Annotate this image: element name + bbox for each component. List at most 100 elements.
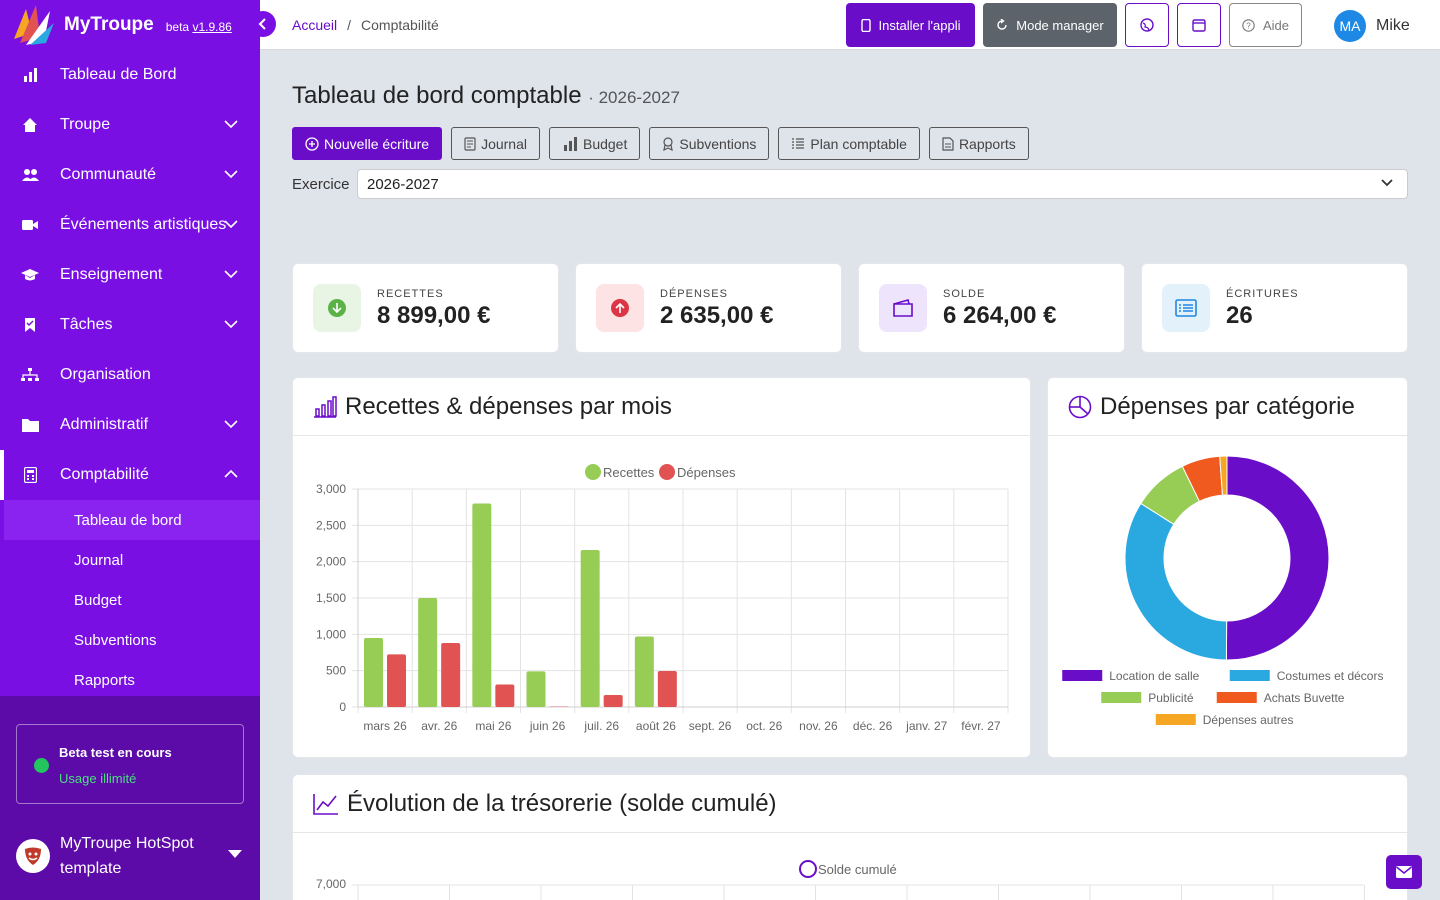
- x-tick-label: août 26: [636, 719, 676, 733]
- sidebar-item-7[interactable]: Administratif: [0, 400, 260, 450]
- app-version[interactable]: beta v1.9.86: [165, 20, 232, 34]
- kpi-label: SOLDE: [943, 288, 986, 300]
- breadcrumb-current: Comptabilité: [361, 17, 439, 33]
- install-app-button[interactable]: Installer l'appli: [846, 3, 975, 47]
- calendar-button[interactable]: [1177, 3, 1221, 47]
- sidebar-subitem-1[interactable]: Journal: [74, 551, 124, 569]
- sidebar-item-2[interactable]: Communauté: [0, 150, 260, 200]
- pie-legend-label-1: Costumes et décors: [1277, 669, 1384, 683]
- beta-subtitle: Usage illimité: [59, 771, 137, 786]
- pie-slice-1: [1124, 502, 1228, 661]
- y-tick-label: 500: [326, 664, 346, 678]
- legend-swatch-solde: [799, 860, 817, 878]
- sidebar-item-4[interactable]: Enseignement: [0, 250, 260, 300]
- kpi-label: RECETTES: [377, 288, 444, 300]
- award-icon: [662, 136, 679, 151]
- legend-label-1: Dépenses: [677, 465, 736, 480]
- svg-text:?: ?: [1246, 21, 1251, 30]
- bar-recettes-2: [472, 503, 492, 707]
- brand[interactable]: MyTroupe beta v1.9.86: [0, 0, 260, 50]
- sidebar-item-6[interactable]: Organisation: [0, 350, 260, 400]
- page-title: Tableau de bord comptable · 2026-2027: [292, 82, 680, 110]
- bar-dépenses-2: [495, 684, 515, 707]
- action-button-0[interactable]: Nouvelle écriture: [292, 127, 443, 160]
- sidebar: MyTroupe beta v1.9.86 Tableau de Bord Tro…: [0, 0, 260, 900]
- avatar: MA: [1334, 10, 1366, 42]
- manager-mode-button[interactable]: Mode manager: [983, 3, 1117, 47]
- action-button-4[interactable]: Plan comptable: [778, 127, 920, 160]
- action-bar: Nouvelle écriture Journal Budget Subvention…: [292, 127, 1038, 160]
- x-tick-label: juil. 26: [583, 719, 619, 733]
- sidebar-item-label: Enseignement: [60, 266, 163, 283]
- user-menu[interactable]: MA Mike: [1334, 10, 1410, 42]
- collapse-sidebar-button[interactable]: [250, 11, 276, 37]
- sidebar-item-5[interactable]: Tâches: [0, 300, 260, 350]
- x-tick-label: févr. 27: [961, 719, 1001, 733]
- pie-legend-label-4: Dépenses autres: [1203, 713, 1294, 727]
- x-tick-label: déc. 26: [853, 719, 893, 733]
- chevron-down-icon: [224, 317, 238, 331]
- action-label: Journal: [481, 135, 527, 152]
- action-label: Nouvelle écriture: [324, 135, 430, 152]
- org-avatar: [16, 839, 50, 873]
- user-name: Mike: [1376, 17, 1410, 34]
- exercice-value: 2026-2027: [367, 175, 439, 193]
- kpi-card-0: RECETTES 8 899,00 €: [292, 263, 559, 353]
- caret-down-icon: [228, 850, 242, 858]
- chevron-left-icon: [258, 18, 266, 30]
- action-button-5[interactable]: Rapports: [928, 127, 1029, 160]
- sidebar-subitem-0[interactable]: Tableau de bord: [4, 500, 260, 540]
- sidebar-item-label: Comptabilité: [60, 466, 149, 483]
- chevron-down-icon: [224, 117, 238, 131]
- messages-button[interactable]: [1386, 855, 1422, 889]
- sidebar-item-label: Communauté: [60, 166, 157, 183]
- theater-mask-icon: [25, 847, 41, 865]
- bar-dépenses-0: [387, 654, 406, 707]
- pie-legend-swatch-0: [1062, 670, 1103, 681]
- sidebar-item-label: Troupe: [60, 116, 111, 133]
- breadcrumb-home-link[interactable]: Accueil: [292, 17, 338, 33]
- pie-chart-icon: [1068, 395, 1092, 418]
- action-button-2[interactable]: Budget: [548, 127, 641, 160]
- action-button-3[interactable]: Subventions: [649, 127, 770, 160]
- sidebar-item-3[interactable]: Événements artistiques: [0, 200, 260, 250]
- y-tick-label: 3,000: [316, 482, 346, 496]
- help-button[interactable]: ? Aide: [1229, 3, 1302, 47]
- category-donut-chart: Location de salle Costumes et décors Publi…: [1062, 455, 1384, 727]
- monthly-chart-title: Recettes & dépenses par mois: [345, 392, 672, 420]
- bar-recettes-1: [418, 598, 438, 707]
- envelope-icon: [1396, 866, 1412, 878]
- treasury-chart-title: Évolution de la trésorerie (solde cumulé…: [347, 789, 777, 817]
- sidebar-item-label: Administratif: [60, 416, 149, 433]
- action-button-1[interactable]: Journal: [451, 127, 540, 160]
- kpi-card-3: ÉCRITURES 26: [1141, 263, 1408, 353]
- pie-legend-label-3: Achats Buvette: [1264, 691, 1345, 705]
- kpi-value: 26: [1226, 302, 1253, 329]
- x-tick-label: janv. 27: [905, 719, 947, 733]
- legend-swatch-0: [585, 464, 601, 480]
- kpi-value: 6 264,00 €: [943, 302, 1057, 329]
- page-title-text: Tableau de bord comptable: [292, 82, 582, 109]
- sidebar-item-0[interactable]: Tableau de Bord: [0, 50, 260, 100]
- sidebar-item-1[interactable]: Troupe: [0, 100, 260, 150]
- phone-icon: [860, 18, 871, 32]
- sidebar-item-8[interactable]: Comptabilité: [0, 450, 260, 500]
- sidebar-subitem-2[interactable]: Budget: [74, 591, 122, 609]
- bar-recettes-4: [580, 550, 600, 707]
- x-tick-label: mai 26: [475, 719, 511, 733]
- language-button[interactable]: [1125, 3, 1169, 47]
- sidebar-subitem-3[interactable]: Subventions: [74, 631, 157, 649]
- chevron-down-icon: [1381, 179, 1393, 187]
- line-chart-icon: [313, 793, 338, 815]
- x-tick-label: oct. 26: [746, 719, 782, 733]
- exercice-select[interactable]: 2026-2027: [357, 169, 1408, 199]
- kpi-value: 2 635,00 €: [660, 302, 774, 329]
- pie-legend-swatch-2: [1101, 692, 1142, 703]
- action-label: Plan comptable: [810, 135, 907, 152]
- chevron-down-icon: [224, 217, 238, 231]
- pie-legend-label-2: Publicité: [1148, 691, 1194, 705]
- sidebar-subitem-4[interactable]: Rapports: [74, 671, 135, 689]
- sitemap-icon: [20, 365, 40, 385]
- bar-dépenses-4: [603, 695, 623, 707]
- org-switcher[interactable]: MyTroupe HotSpot template: [16, 828, 246, 884]
